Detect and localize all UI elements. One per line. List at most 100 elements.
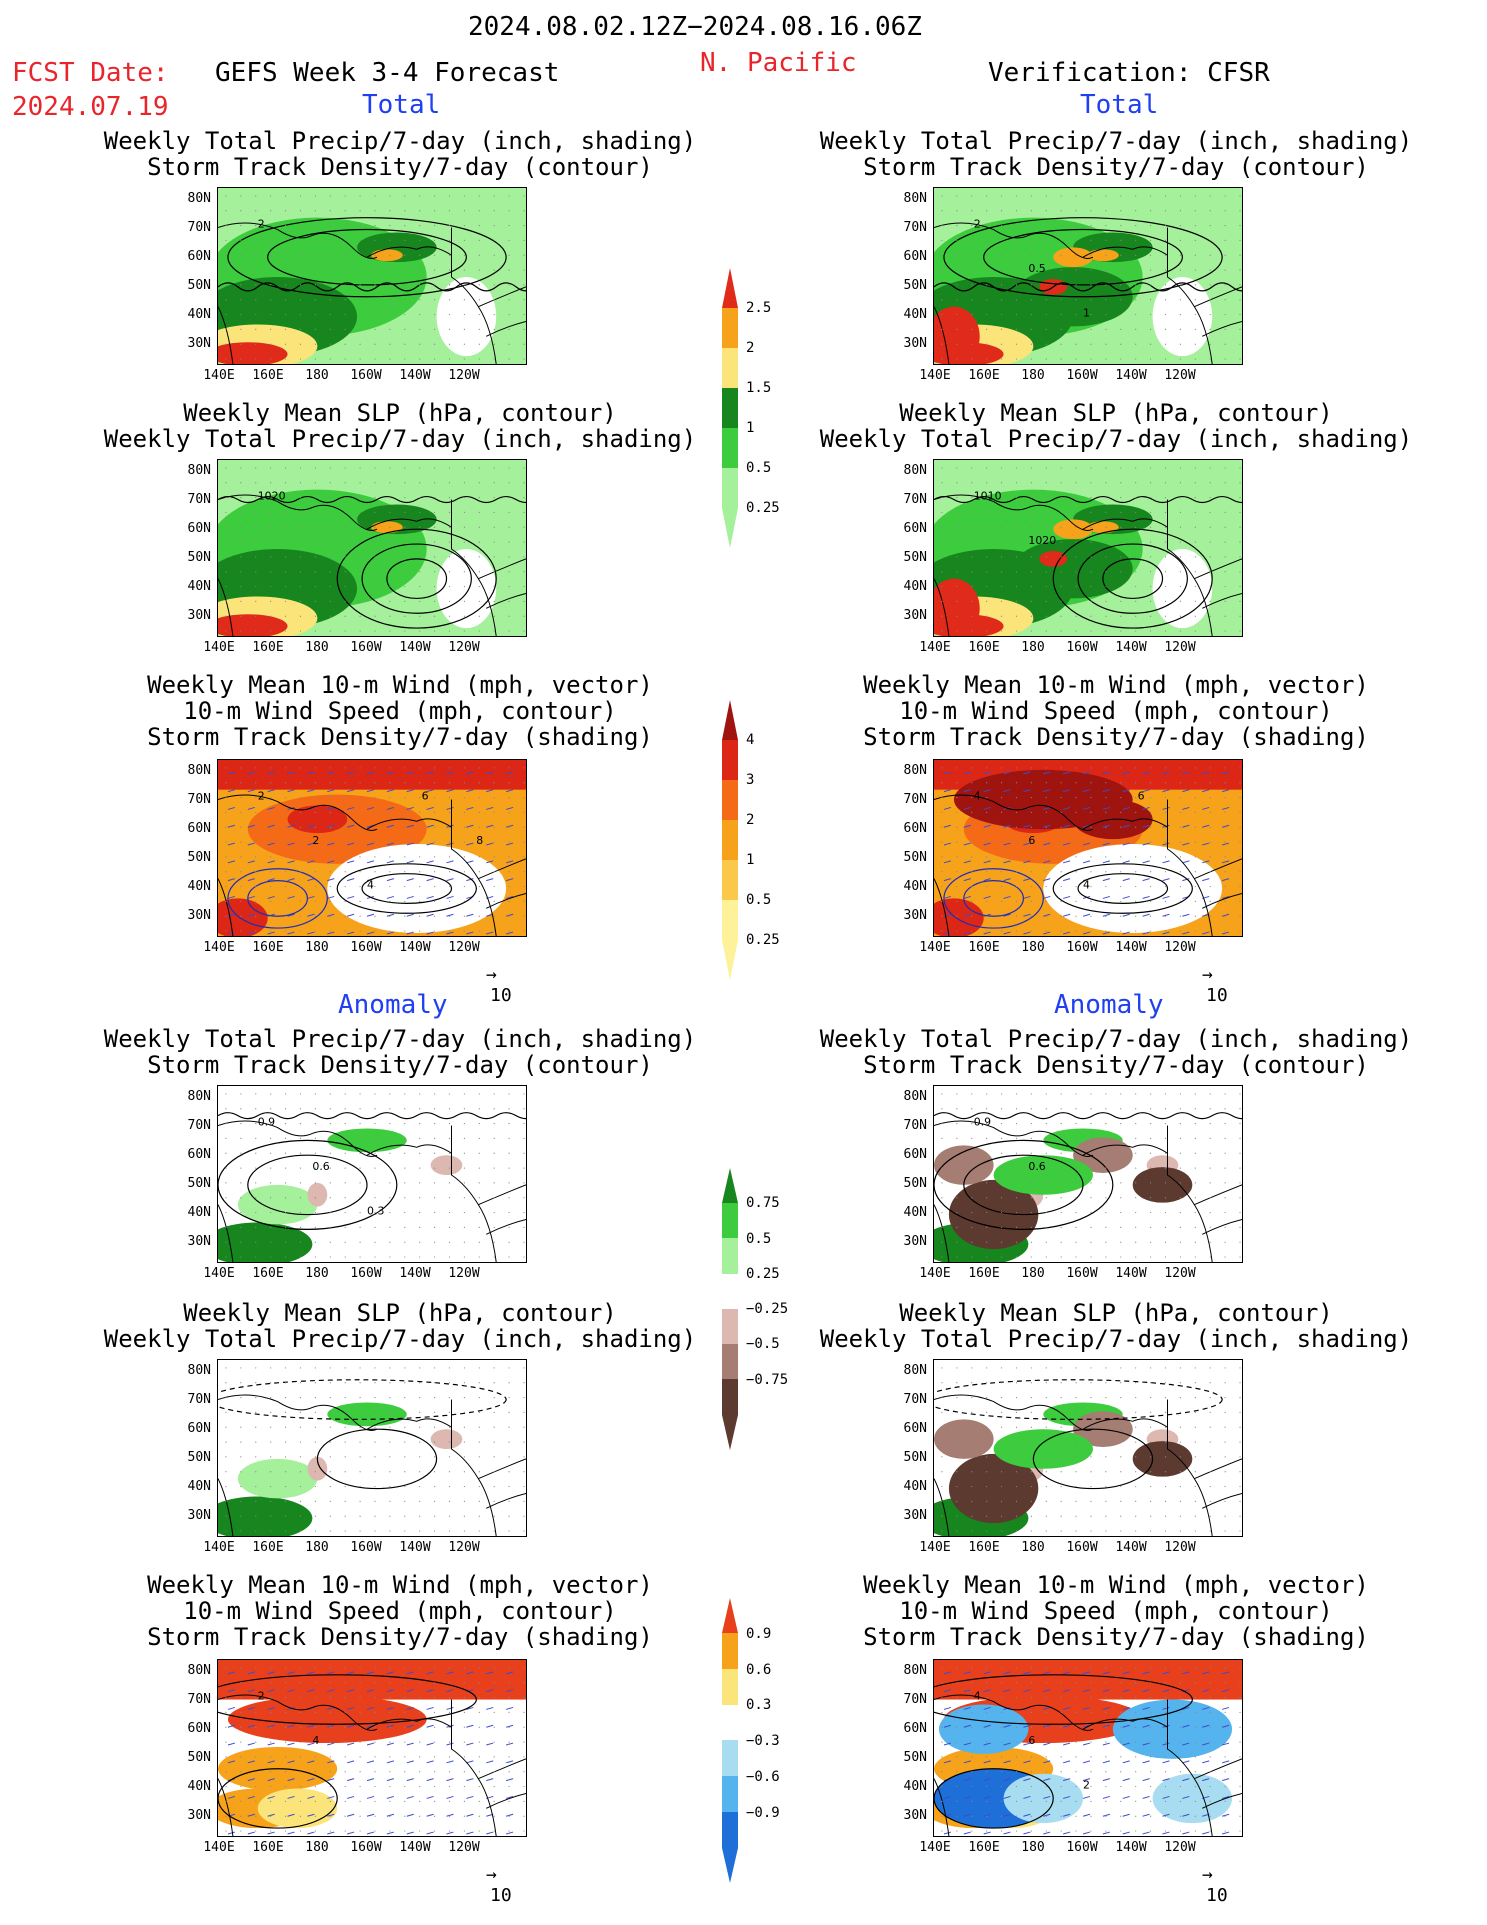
grid-dot [284,1500,287,1502]
grid-dot [419,526,421,528]
grid-dot [1149,1756,1152,1758]
grid-dot [284,254,287,256]
grid-dot [359,1226,361,1228]
grid-dot [225,1726,227,1728]
grid-dot [941,1456,943,1458]
lat-label: 80N [187,1363,211,1378]
grid-dot [1105,1741,1107,1743]
wind-vector [1221,1724,1230,1728]
grid-dot [1030,284,1032,286]
grid-dot [329,1226,331,1228]
grid-dot [523,1241,525,1243]
wind-vector [505,1706,514,1710]
grid-dot [1179,796,1181,799]
grid-dot [448,511,451,513]
wind-vector [446,913,454,917]
grid-dot [255,1711,257,1713]
grid-dot [1239,1382,1241,1384]
grid-dot [1000,358,1003,360]
grid-dot [463,1093,465,1095]
grid-dot [1164,1108,1167,1110]
title-p7: Weekly Total Precip/7-day (inch, shading… [103,1025,697,1079]
grid-dot [270,254,272,256]
grid-dot [225,1108,227,1110]
wind-vector [1162,842,1170,846]
grid-dot [240,541,242,543]
grid-dot [1179,885,1181,888]
grid-dot [255,1441,257,1443]
grid-dot [284,1456,287,1458]
grid-dot [1239,526,1241,528]
grid-dot [1149,210,1152,212]
grid-dot [419,871,421,873]
grid-dot [374,1093,376,1095]
grid-dot [956,328,958,330]
grid-dot [1105,782,1107,784]
lon-label: 180 [305,1840,329,1855]
grid-dot [971,1515,973,1517]
wind-vector [227,789,236,793]
coastline [1194,858,1242,880]
grid-dot [1239,541,1241,543]
grid-dot [270,1108,272,1110]
grid-dot [971,526,973,528]
grid-dot [1179,511,1181,513]
grid-dot [284,1771,287,1773]
grid-dot [1209,1411,1211,1413]
grid-dot [1120,1137,1122,1139]
contour-label: 6 [1028,834,1035,847]
coastline [934,1394,1094,1431]
grid-dot [1164,1167,1167,1169]
grid-dot [986,1122,988,1125]
grid-dot [359,1741,361,1743]
grid-dot [1045,767,1047,769]
grid-dot [1030,496,1032,499]
lat-label: 80N [903,1363,927,1378]
wind-vector [963,931,971,935]
grid-dot [1224,1711,1226,1713]
grid-dot [463,782,465,784]
grid-dot [523,556,525,558]
wind-vector [1043,1778,1051,1782]
grid-dot [478,224,480,227]
grid-dot [433,1800,436,1802]
grid-dot [508,796,510,799]
grid-dot [433,1530,436,1532]
grid-dot [1224,782,1226,784]
wind-vector [347,931,355,935]
grid-dot [344,239,346,241]
grid-dot [1179,556,1181,558]
grid-dot [1060,254,1062,256]
grid-dot [255,1726,257,1728]
grid-dot [1224,1396,1226,1399]
lat-label: 50N [187,1450,211,1465]
grid-dot [1209,1167,1211,1169]
grid-dot [1224,826,1226,828]
grid-dot [1164,796,1167,799]
wind-vector [1102,1795,1110,1799]
grid-dot [389,600,391,602]
grid-dot [956,1093,958,1095]
grid-dot [419,1441,421,1443]
colorbar-segment [722,388,738,428]
title-p12: Weekly Mean 10-m Wind (mph, vector) 10-m … [863,1571,1369,1651]
grid-dot [225,885,227,888]
grid-dot [941,930,943,932]
grid-dot [359,1152,361,1154]
grid-dot [956,1197,958,1199]
grid-dot [478,1830,480,1832]
grid-dot [1075,1726,1077,1728]
grid-dot [374,328,376,330]
wind-vector [386,1778,394,1782]
grid-dot [270,1426,272,1428]
title-p9: Weekly Mean SLP (hPa, contour) Weekly Tot… [103,1299,697,1353]
grid-dot [1224,615,1226,617]
grid-dot [1060,1441,1062,1443]
lat-label: 80N [903,463,927,478]
wind-vector [267,1671,275,1675]
grid-dot [1045,254,1047,256]
grid-dot [1000,1682,1003,1684]
grid-dot [1224,358,1226,360]
grid-dot [344,1785,346,1788]
grid-dot [1060,358,1062,360]
